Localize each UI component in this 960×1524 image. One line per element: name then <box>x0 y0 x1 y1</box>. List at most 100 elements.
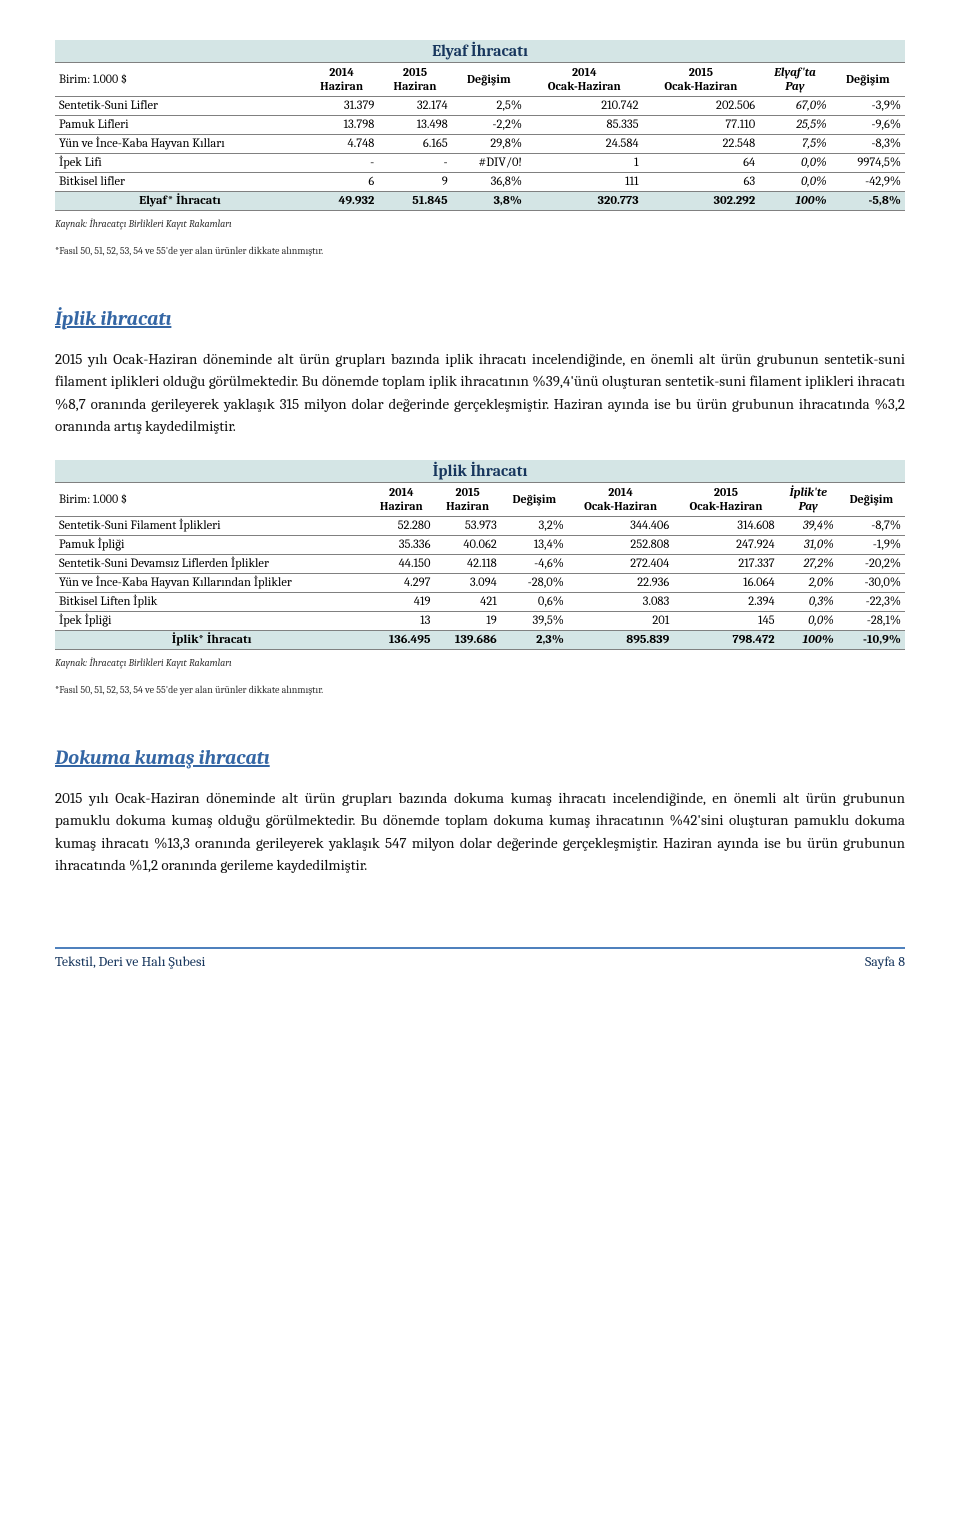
table1-cell: -9,6% <box>831 115 905 134</box>
dokuma-section-title: Dokuma kumaş ihracatı <box>55 746 905 769</box>
table1-cell: 31.379 <box>305 96 378 115</box>
table1-h1: 2015 Haziran <box>378 63 451 97</box>
table1-header-row: Birim: 1.000 $ 2014 Haziran 2015 Haziran… <box>55 63 905 97</box>
table1-cell: 67,0% <box>759 96 830 115</box>
table2-row: Bitkisel Liften İplik4194210,6%3.0832.39… <box>55 592 905 611</box>
table2-cell: 2.394 <box>673 592 778 611</box>
dokuma-section-text: 2015 yılı Ocak-Haziran döneminde alt ürü… <box>55 787 905 877</box>
table2-cell: 201 <box>568 611 673 630</box>
table2-title-row: İplik İhracatı <box>55 460 905 483</box>
table2-row-label: Yün ve İnce-Kaba Hayvan Kıllarından İpli… <box>55 573 368 592</box>
table2-unit: Birim: 1.000 $ <box>55 482 368 516</box>
table1-cell: 13.798 <box>305 115 378 134</box>
table1-cell: 2,5% <box>452 96 526 115</box>
iplik-section-title: İplik ihracatı <box>55 307 905 330</box>
table2-h3: 2014 Ocak-Haziran <box>568 482 673 516</box>
table2-row-label: Pamuk İpliği <box>55 535 368 554</box>
table2-cell: 0,3% <box>779 592 838 611</box>
table1-row: Yün ve İnce-Kaba Hayvan Kılları4.7486.16… <box>55 134 905 153</box>
table2-cell: 272.404 <box>568 554 673 573</box>
footer-left: Tekstil, Deri ve Halı Şubesi <box>55 953 205 970</box>
table1-cell: #DIV/0! <box>452 153 526 172</box>
table1-row-label: İpek Lifi <box>55 153 305 172</box>
table2-cell: 145 <box>673 611 778 630</box>
table1-cell: - <box>378 153 451 172</box>
table1-row-label: Sentetik-Suni Lifler <box>55 96 305 115</box>
table1-unit: Birim: 1.000 $ <box>55 63 305 97</box>
elyaf-ihracati-table: Elyaf İhracatı Birim: 1.000 $ 2014 Hazir… <box>55 40 905 211</box>
table2-h2: Değişim <box>501 482 568 516</box>
table2-cell: 13,4% <box>501 535 568 554</box>
page-footer: Tekstil, Deri ve Halı Şubesi Sayfa 8 <box>55 947 905 970</box>
table1-cell: 4.748 <box>305 134 378 153</box>
table2-cell: 4.297 <box>368 573 434 592</box>
table2-h0: 2014 Haziran <box>368 482 434 516</box>
table2-cell: -28,0% <box>501 573 568 592</box>
table2-cell: 3.094 <box>434 573 500 592</box>
table1-cell: 111 <box>526 172 643 191</box>
table2-row: Sentetik-Suni Filament İplikleri52.28053… <box>55 516 905 535</box>
table1-footnote1: Kaynak: İhracatçı Birlikleri Kayıt Rakam… <box>55 217 905 231</box>
table1-cell: 32.174 <box>378 96 451 115</box>
table2-cell: 0,6% <box>501 592 568 611</box>
table1-total-c4: 302.292 <box>643 191 760 210</box>
table2-cell: 0,0% <box>779 611 838 630</box>
table2-row-label: Bitkisel Liften İplik <box>55 592 368 611</box>
table1-title: Elyaf İhracatı <box>55 40 905 63</box>
table2-total-c3: 895.839 <box>568 630 673 649</box>
table1-row: Pamuk Lifleri13.79813.498-2,2%85.33577.1… <box>55 115 905 134</box>
table2-cell: 3.083 <box>568 592 673 611</box>
table2-total-label: İplik* İhracatı <box>55 630 368 649</box>
table2-cell: 314.608 <box>673 516 778 535</box>
table2-cell: -20,2% <box>838 554 905 573</box>
table1-cell: -2,2% <box>452 115 526 134</box>
table1-cell: -3,9% <box>831 96 905 115</box>
table2-cell: 252.808 <box>568 535 673 554</box>
table2-cell: 22.936 <box>568 573 673 592</box>
table2-cell: 16.064 <box>673 573 778 592</box>
table2-h4: 2015 Ocak-Haziran <box>673 482 778 516</box>
table1-total-label: Elyaf* İhracatı <box>55 191 305 210</box>
table1-cell: 9974,5% <box>831 153 905 172</box>
table1-total-c0: 49.932 <box>305 191 378 210</box>
table2-cell: 344.406 <box>568 516 673 535</box>
table2-row: İpek İpliği131939,5%2011450,0%-28,1% <box>55 611 905 630</box>
iplik-ihracati-table: İplik İhracatı Birim: 1.000 $ 2014 Hazir… <box>55 460 905 650</box>
table1-row: İpek Lifi--#DIV/0!1640,0%9974,5% <box>55 153 905 172</box>
table2-cell: 39,4% <box>779 516 838 535</box>
table2-total-c0: 136.495 <box>368 630 434 649</box>
table2-cell: -30,0% <box>838 573 905 592</box>
table1-cell: 24.584 <box>526 134 643 153</box>
table1-cell: 6.165 <box>378 134 451 153</box>
table1-cell: 29,8% <box>452 134 526 153</box>
table2-total-c4: 798.472 <box>673 630 778 649</box>
table2-cell: 39,5% <box>501 611 568 630</box>
table1-h4: 2015 Ocak-Haziran <box>643 63 760 97</box>
table2-row: Pamuk İpliği35.33640.06213,4%252.808247.… <box>55 535 905 554</box>
table1-cell: 7,5% <box>759 134 830 153</box>
table2-cell: -1,9% <box>838 535 905 554</box>
table2-cell: 52.280 <box>368 516 434 535</box>
table2-total-c6: -10,9% <box>838 630 905 649</box>
table2-row-label: İpek İpliği <box>55 611 368 630</box>
table1-row: Bitkisel lifler6936,8%111630,0%-42,9% <box>55 172 905 191</box>
table1-cell: 64 <box>643 153 760 172</box>
table2-cell: 419 <box>368 592 434 611</box>
table2-cell: 3,2% <box>501 516 568 535</box>
table1-total-c1: 51.845 <box>378 191 451 210</box>
table2-h1: 2015 Haziran <box>434 482 500 516</box>
table1-cell: -8,3% <box>831 134 905 153</box>
table1-cell: 36,8% <box>452 172 526 191</box>
table1-title-row: Elyaf İhracatı <box>55 40 905 63</box>
table1-cell: 77.110 <box>643 115 760 134</box>
table1-cell: 0,0% <box>759 153 830 172</box>
table2-footnote1: Kaynak: İhracatçı Birlikleri Kayıt Rakam… <box>55 656 905 670</box>
iplik-section-text: 2015 yılı Ocak-Haziran döneminde alt ürü… <box>55 348 905 438</box>
table2-cell: 44.150 <box>368 554 434 573</box>
table1-cell: 6 <box>305 172 378 191</box>
table2-row: Yün ve İnce-Kaba Hayvan Kıllarından İpli… <box>55 573 905 592</box>
table2-h5: İplik'te Pay <box>779 482 838 516</box>
table1-row: Sentetik-Suni Lifler31.37932.1742,5%210.… <box>55 96 905 115</box>
table2-cell: -22,3% <box>838 592 905 611</box>
table1-total-c6: -5,8% <box>831 191 905 210</box>
